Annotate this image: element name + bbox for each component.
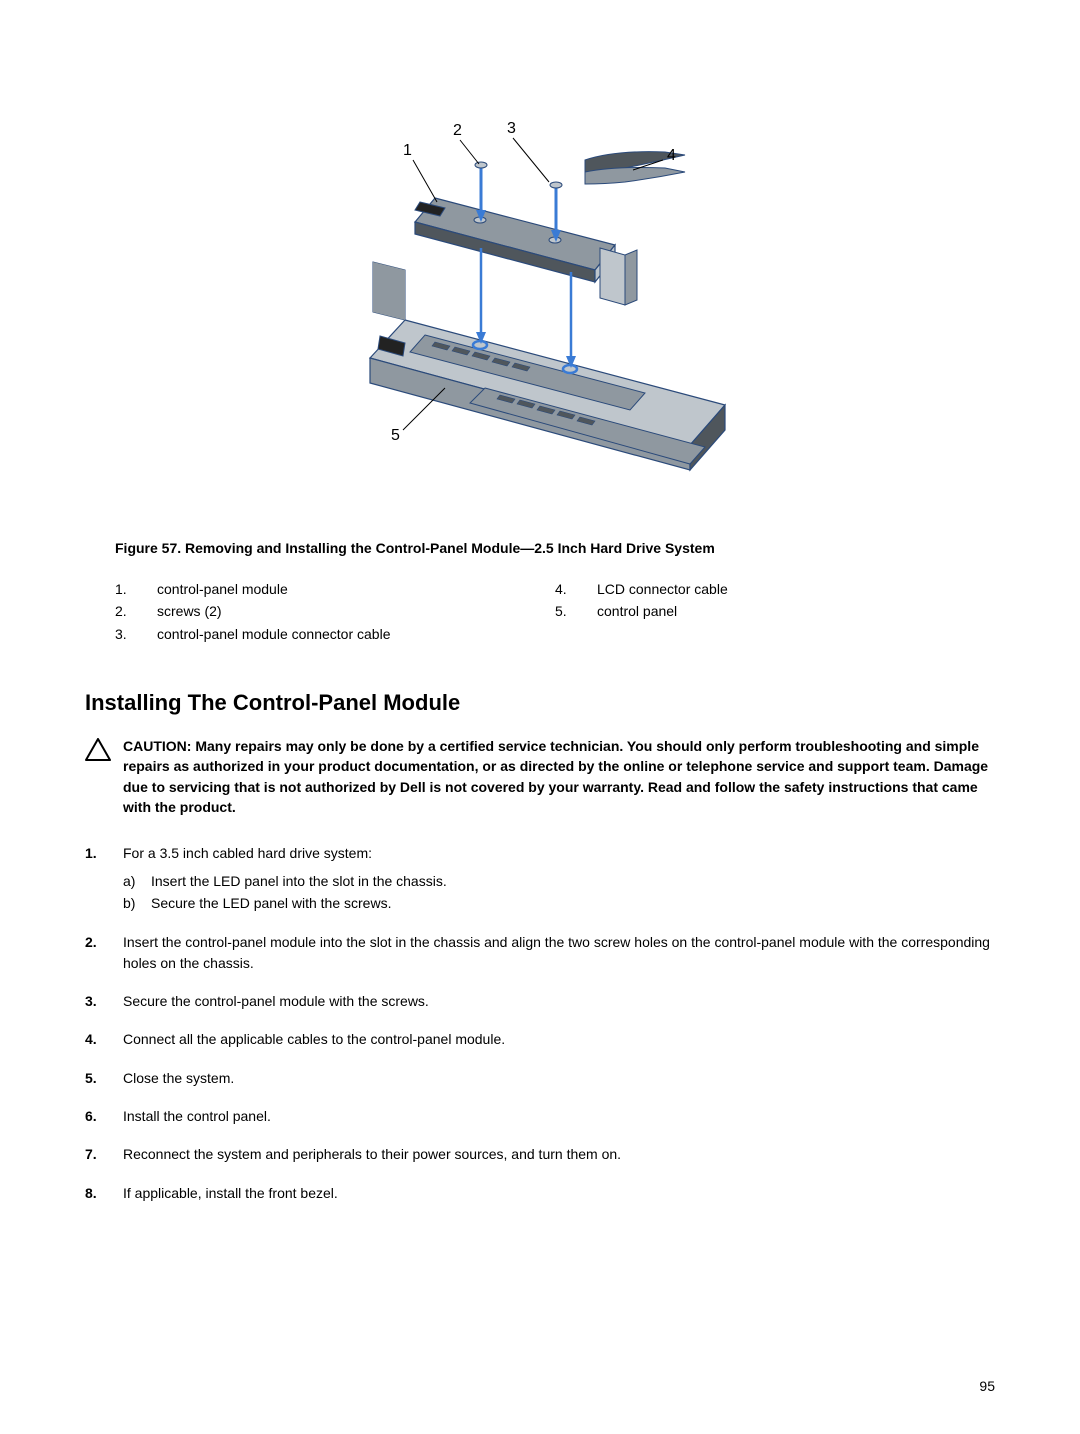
legend-item: 3.control-panel module connector cable [115,623,555,645]
callout-4: 4 [667,147,676,164]
figure-diagram: 1 2 3 4 5 [285,90,795,490]
step-item: 3.Secure the control-panel module with t… [85,991,995,1011]
legend-right: 4.LCD connector cable 5.control panel [555,578,995,645]
legend-left: 1.control-panel module 2.screws (2) 3.co… [115,578,555,645]
substep-item: b)Secure the LED panel with the screws. [123,892,995,914]
caution-text: CAUTION: Many repairs may only be done b… [123,736,995,817]
step-item: 7.Reconnect the system and peripherals t… [85,1144,995,1164]
section-heading: Installing The Control-Panel Module [85,690,995,716]
page-container: 1 2 3 4 5 Figure 57. Removing and Instal… [0,0,1080,1434]
step-item: 6.Install the control panel. [85,1106,995,1126]
step-item: 4.Connect all the applicable cables to t… [85,1029,995,1049]
caution-icon [85,736,123,817]
caution-block: CAUTION: Many repairs may only be done b… [85,736,995,817]
legend-item: 5.control panel [555,600,995,622]
step-item: 2.Insert the control-panel module into t… [85,932,995,973]
figure-caption: Figure 57. Removing and Installing the C… [115,540,995,556]
figure-container: 1 2 3 4 5 [85,90,995,490]
legend-item: 2.screws (2) [115,600,555,622]
substep-item: a)Insert the LED panel into the slot in … [123,870,995,892]
page-number: 95 [979,1378,995,1394]
step-item: 8.If applicable, install the front bezel… [85,1183,995,1203]
legend-item: 4.LCD connector cable [555,578,995,600]
legend: 1.control-panel module 2.screws (2) 3.co… [115,578,995,645]
legend-item: 1.control-panel module [115,578,555,600]
step-item: 5.Close the system. [85,1068,995,1088]
callout-5: 5 [391,427,400,444]
callout-2: 2 [453,122,462,139]
callout-3: 3 [507,120,516,137]
callout-1: 1 [403,142,412,159]
step-item: 1. For a 3.5 inch cabled hard drive syst… [85,843,995,914]
steps-list: 1. For a 3.5 inch cabled hard drive syst… [85,843,995,1202]
